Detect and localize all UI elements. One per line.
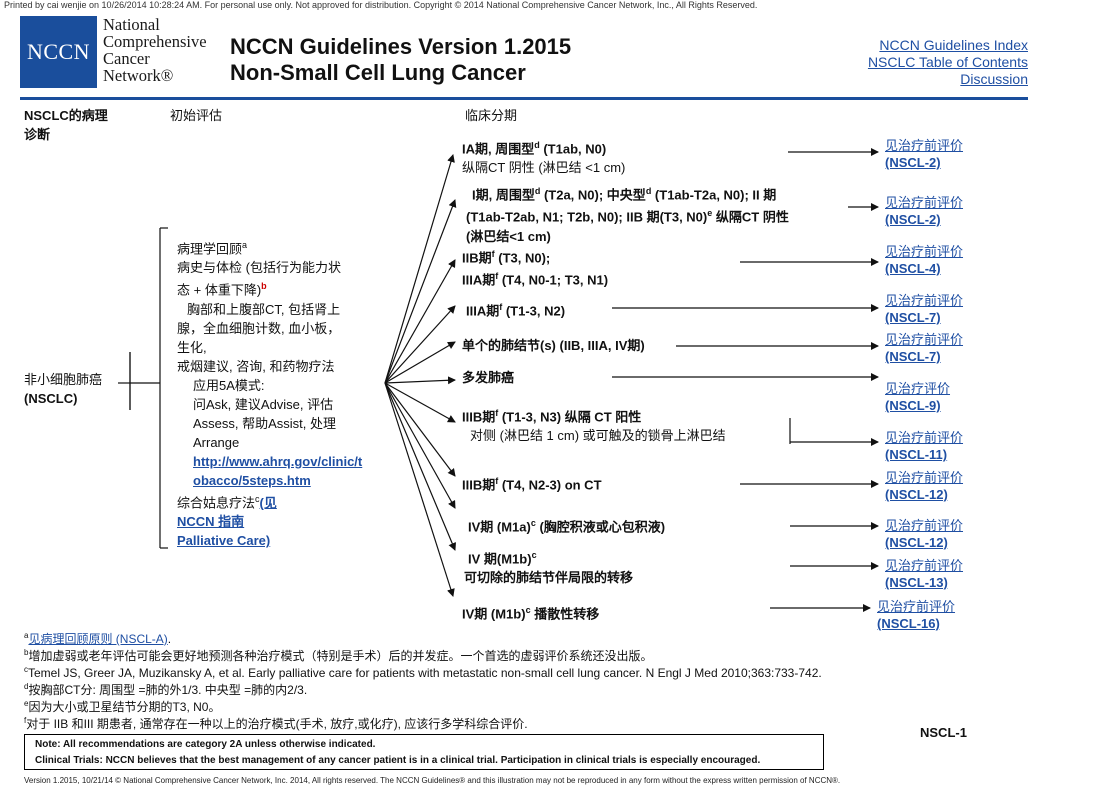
nccn-logo-mark: NCCN — [20, 16, 97, 88]
footnote-a: a见病理回顾原则 (NSCL-A). — [24, 631, 172, 646]
pathology-review-link[interactable]: 见病理回顾原则 (NSCL-A) — [28, 632, 168, 646]
note-line: Clinical Trials: NCCN believes that the … — [35, 755, 761, 766]
see-ref-nscl-16[interactable]: 见治疗前评价 (NSCL-16) — [877, 599, 956, 631]
eval-line: 态 + 体重下降)b — [177, 281, 267, 298]
heading-line: NSCLC的病理 — [24, 108, 108, 123]
see-ref-nscl-2b[interactable]: 见治疗前评价 (NSCL-2) — [885, 195, 964, 227]
stage-i-ii: I期, 周围型d (T2a, N0); 中央型d (T1ab-T2a, N0);… — [466, 186, 789, 244]
note-box: Note: All recommendations are category 2… — [24, 734, 824, 770]
diagnosis-line: 非小细胞肺癌 — [24, 372, 103, 387]
eval-line: 病理学回顾a — [177, 240, 248, 257]
see-ref-nscl-11[interactable]: 见治疗前评价 (NSCL-11) — [885, 430, 964, 462]
see-ref-nscl-13[interactable]: 见治疗前评价 (NSCL-13) — [885, 558, 964, 590]
stage-iiia-n2: IIIA期f (T1-3, N2) — [466, 302, 566, 319]
page-title: NCCN Guidelines Version 1.2015 Non-Small… — [230, 34, 571, 86]
footnote-e: e因为大小或卫星结节分期的T3, N0。 — [24, 699, 221, 714]
footnote-d: d按胸部CT分: 周围型 =肺的外1/3. 中央型 =肺的内2/3. — [24, 682, 308, 697]
page-code: NSCL-1 — [920, 725, 967, 740]
print-notice: Printed by cai wenjie on 10/26/2014 10:2… — [4, 0, 758, 10]
eval-line: Assess, 帮助Assist, 处理 — [193, 415, 337, 431]
diagnosis-nsclc: 非小细胞肺癌 (NSCLC) — [24, 370, 102, 408]
eval-line: 病史与体检 (包括行为能力状 — [177, 260, 341, 276]
column-heading-clinical-stage: 临床分期 — [465, 108, 518, 123]
palliative-care-link[interactable]: NCCN 指南 — [177, 513, 245, 529]
logo-line: Cancer — [103, 49, 150, 68]
eval-line: 胸部和上腹部CT, 包括肾上 — [187, 301, 341, 317]
palliative-care-link-continued[interactable]: Palliative Care) — [177, 532, 271, 548]
stage-solitary-nodule: 单个的肺结节(s) (IIB, IIIA, IV期) — [462, 338, 645, 353]
stage-iv-m1a: IV期 (M1a)c (胸腔积液或心包积液) — [468, 518, 666, 535]
nccn-logo-text: National Comprehensive Cancer Network® — [103, 16, 207, 84]
diagnosis-line: (NSCLC) — [24, 391, 78, 406]
ahrq-link-continued[interactable]: obacco/5steps.htm — [193, 472, 311, 488]
initial-evaluation-box: 病理学回顾a 病史与体检 (包括行为能力状 态 + 体重下降)b 胸部和上腹部C… — [177, 236, 392, 550]
eval-line: Arrange — [193, 434, 240, 450]
nsclc-toc-link[interactable]: NSCLC Table of Contents — [867, 54, 1028, 70]
stage-iv-m1b-limited: IV 期(M1b)c 可切除的肺结节伴局限的转移 — [464, 550, 634, 586]
stage-iiib-t4: IIIB期f (T4, N2-3) on CT — [462, 476, 602, 493]
see-ref-nscl-7b[interactable]: 见治疗前评价 (NSCL-7) — [885, 332, 964, 364]
guidelines-index-link[interactable]: NCCN Guidelines Index — [879, 37, 1028, 53]
eval-line: 腺，全血细胞计数, 血小板， — [177, 320, 341, 336]
stage-multiple-lung-cancers: 多发肺癌 — [462, 370, 515, 385]
see-ref-nscl-7a[interactable]: 见治疗前评价 (NSCL-7) — [885, 293, 964, 325]
ahrq-link[interactable]: http://www.ahrq.gov/clinic/t — [193, 453, 363, 469]
discussion-link[interactable]: Discussion — [960, 71, 1028, 87]
logo-line: National — [103, 15, 160, 34]
see-ref-nscl-12b[interactable]: 见治疗前评价 (NSCL-12) — [885, 518, 964, 550]
logo-line: Comprehensive — [103, 32, 207, 51]
title-line-1: NCCN Guidelines Version 1.2015 — [230, 34, 572, 59]
eval-line: 问Ask, 建议Advise, 评估 — [193, 396, 334, 412]
column-heading-initial-eval: 初始评估 — [170, 108, 223, 123]
heading-line: 诊断 — [24, 127, 51, 142]
copyright-footer: Version 1.2015, 10/21/14 © National Comp… — [24, 776, 841, 785]
header-divider — [20, 97, 1028, 100]
eval-line: 综合姑息疗法c(见 — [177, 493, 277, 510]
stage-ia: IA期, 周围型d (T1ab, N0) 纵隔CT 阴性 (淋巴结 <1 cm) — [462, 140, 626, 176]
logo-line: Network® — [103, 66, 174, 85]
eval-line: 生化, — [177, 339, 207, 355]
eval-line: 应用5A模式: — [193, 377, 265, 393]
footnote-b: b增加虚弱或老年评估可能会更好地预测各种治疗模式（特别是手术）后的并发症。一个首… — [24, 648, 653, 663]
stage-iv-m1b-disseminated: IV期 (M1b)c 播散性转移 — [462, 605, 600, 622]
see-ref-nscl-12a[interactable]: 见治疗前评价 (NSCL-12) — [885, 470, 964, 502]
title-line-2: Non-Small Cell Lung Cancer — [230, 60, 526, 85]
column-heading-pathology: NSCLC的病理 诊断 — [24, 106, 108, 144]
see-ref-nscl-9[interactable]: 见治疗评价 (NSCL-9) — [885, 381, 951, 413]
stage-iib-iiia: IIB期f (T3, N0); IIIA期f (T4, N0-1; T3, N1… — [462, 249, 609, 288]
header-nav: NCCN Guidelines Index NSCLC Table of Con… — [868, 37, 1028, 88]
eval-line: 戒烟建议, 咨询, 和药物疗法 — [177, 358, 335, 374]
footnote-f: f对于 IIB 和III 期患者, 通常存在一种以上的治疗模式(手术, 放疗,或… — [24, 716, 528, 731]
see-ref-nscl-4[interactable]: 见治疗前评价 (NSCL-4) — [885, 244, 964, 276]
footnote-c: cTemel JS, Greer JA, Muzikansky A, et al… — [24, 665, 822, 680]
stage-iiib-n3: IIIB期f (T1-3, N3) 纵隔 CT 阳性 对侧 (淋巴结 1 cm)… — [462, 408, 726, 444]
note-line: Note: All recommendations are category 2… — [35, 739, 376, 750]
see-ref-nscl-2a[interactable]: 见治疗前评价 (NSCL-2) — [885, 138, 964, 170]
